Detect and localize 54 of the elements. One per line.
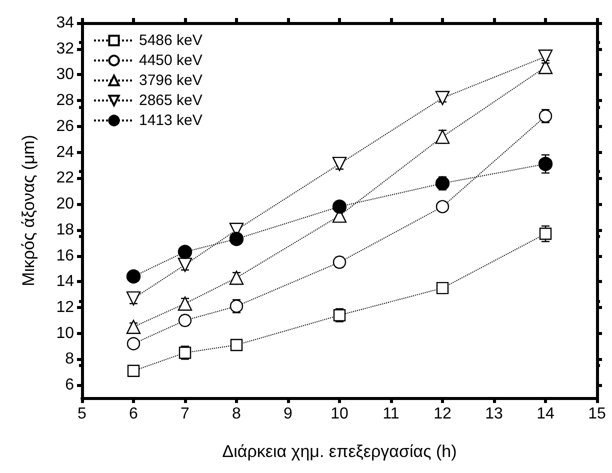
- y-tick-label: 10: [56, 324, 74, 342]
- point: [127, 364, 140, 377]
- y-tick-label: 18: [56, 221, 74, 238]
- x-tick-label: 12: [434, 406, 452, 422]
- point: [435, 176, 450, 190]
- y-axis-title: Μικρός άξονας (μm): [19, 134, 38, 286]
- legend-label: 5486 keV: [139, 32, 202, 49]
- point: [436, 200, 450, 214]
- y-tick-label: 30: [56, 66, 74, 84]
- point: [178, 244, 192, 259]
- point: [126, 320, 141, 334]
- x-tick-label: 6: [129, 406, 138, 422]
- point: [126, 337, 140, 350]
- y-tick-label: 20: [56, 196, 74, 213]
- y-tick-label: 34: [56, 14, 74, 32]
- point: [539, 228, 552, 240]
- y-tick-label: 14: [56, 273, 74, 290]
- point: [126, 291, 141, 306]
- point: [435, 130, 450, 144]
- x-axis-title: Διάρκεια χημ. επεξεργασίας (h): [222, 442, 457, 461]
- x-tick-label: 11: [382, 406, 400, 422]
- y-tick-label: 26: [56, 118, 74, 135]
- x-tick-label: 15: [588, 406, 606, 422]
- y-tick-label: 8: [65, 350, 74, 368]
- point: [178, 296, 192, 311]
- y-tick-label: 22: [56, 170, 74, 187]
- point: [538, 156, 553, 172]
- legend-label: 3796 keV: [139, 72, 202, 89]
- point: [436, 282, 449, 294]
- point: [178, 258, 192, 272]
- y-tick-label: 6: [65, 376, 74, 394]
- point: [538, 50, 553, 64]
- point: [332, 200, 347, 214]
- point: [435, 90, 450, 106]
- point: [332, 156, 347, 172]
- y-tick-label: 24: [56, 144, 74, 161]
- x-tick-label: 13: [485, 406, 503, 422]
- y-tick-label: 12: [56, 298, 74, 316]
- point: [229, 232, 244, 246]
- x-tick-label: 5: [78, 406, 87, 422]
- legend-label: 1413 keV: [139, 112, 202, 129]
- x-tick-label: 9: [284, 406, 293, 422]
- x-tick-label: 10: [330, 406, 348, 422]
- x-tick-label: 7: [180, 406, 190, 422]
- x-tick-label: 14: [536, 406, 554, 422]
- x-tick-label: 8: [232, 406, 242, 422]
- legend-label: 4450 keV: [139, 52, 202, 69]
- y-tick-label: 28: [56, 92, 74, 110]
- point: [229, 270, 244, 285]
- y-tick-label: 16: [56, 247, 74, 264]
- point: [126, 269, 141, 284]
- y-tick-label: 32: [56, 40, 74, 58]
- legend-label: 2865 keV: [139, 92, 202, 109]
- point: [230, 338, 243, 352]
